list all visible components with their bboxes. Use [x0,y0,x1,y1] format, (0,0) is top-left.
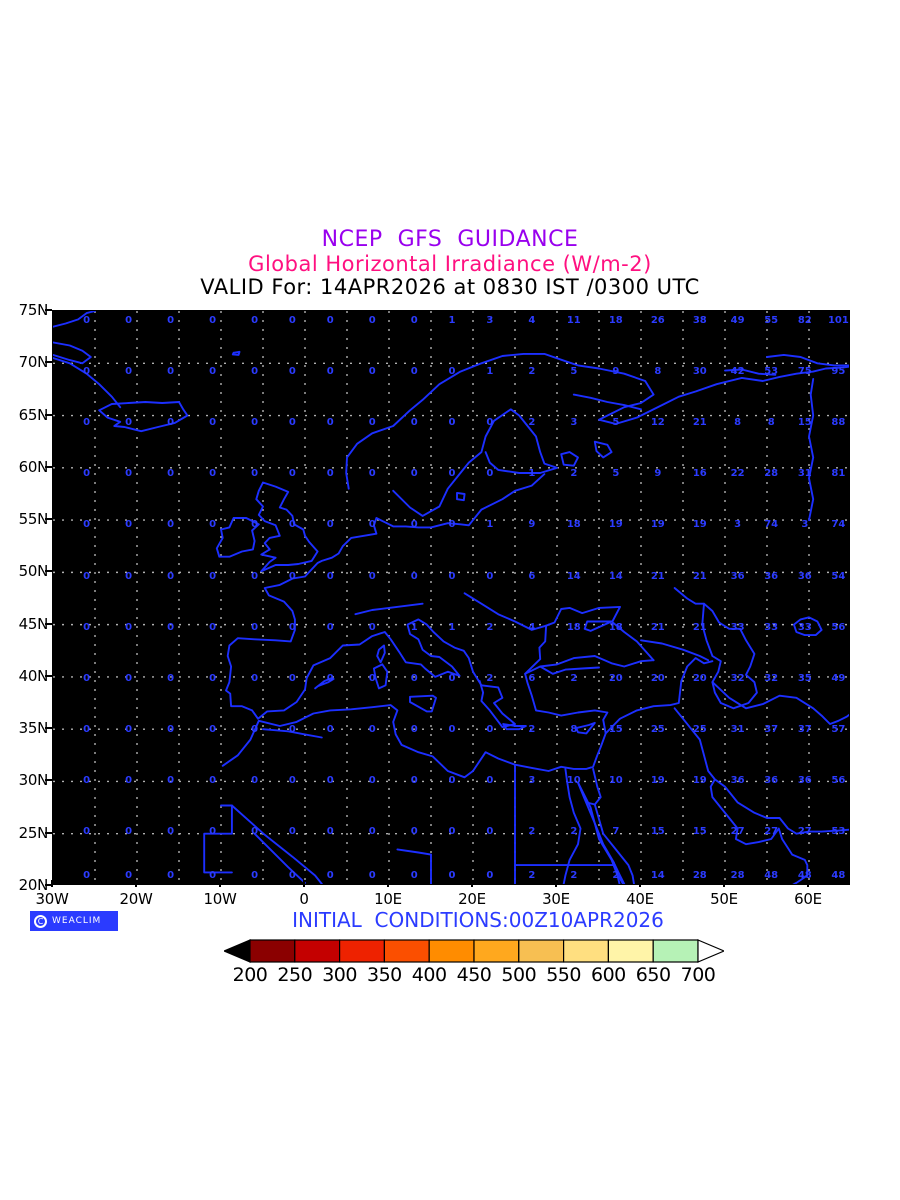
latitude-tick-70N [45,361,52,364]
latitude-tick-45N [45,622,52,625]
latitude-label-50N: 50N [18,562,49,581]
colorbar-tick-labels: 200 250 300 350 400 450 500 550 600 650 700 [224,964,724,990]
longitude-label-0: 0 [299,890,309,908]
longitude-label-10W: 10W [203,890,237,908]
colorbar-tick-350: 350 [367,964,402,986]
latitude-tick-55N [45,518,52,521]
longitude-tick-10W [219,880,221,887]
colorbar-tick-300: 300 [322,964,357,986]
colorbar-tick-450: 450 [456,964,492,986]
colorbar-tick-550: 550 [546,964,581,986]
latitude-axis-ticks [0,309,52,886]
latitude-label-30N: 30N [18,771,49,790]
latitude-tick-30N [45,779,52,782]
longitude-label-30W: 30W [35,890,69,908]
longitude-tick-10E [387,880,389,887]
latitude-tick-40N [45,674,52,677]
longitude-label-10E: 10E [374,890,402,908]
latitude-label-65N: 65N [18,405,49,424]
latitude-label-45N: 45N [18,614,49,633]
latitude-tick-25N [45,831,52,834]
latitude-label-20N: 20N [18,876,49,894]
latitude-label-40N: 40N [18,666,49,685]
longitude-tick-40E [639,880,641,887]
map-plot-area[interactable]: 0 0 0 0 0 0 0 0 0 1 3 4 11 18 26 38 49 55 82 101 0 0 0 0 0 0 0 0 0 0 1… [52,310,850,885]
latitude-label-70N: 70N [18,353,49,372]
longitude-label-20W: 20W [119,890,153,908]
latitude-tick-65N [45,413,52,416]
latitude-tick-20N [45,884,52,886]
colorbar [224,938,724,964]
latitude-label-75N: 75N [18,301,49,319]
weaclim-logo-text: WEACLIM [52,916,102,926]
colorbar-tick-200: 200 [232,964,268,986]
latitude-tick-60N [45,465,52,468]
latitude-tick-50N [45,570,52,573]
longitude-label-40E: 40E [626,890,654,908]
longitude-label-30E: 30E [542,890,570,908]
longitude-tick-30E [555,880,557,887]
title-variable: Global Horizontal Irradiance (W/m-2) [248,251,652,276]
longitude-tick-60E [807,880,809,887]
copyright-icon: C [34,914,47,928]
longitude-tick-0 [303,880,305,887]
title-valid-time: VALID For: 14APR2026 at 0830 IST /0300 U… [200,275,700,300]
colorbar-tick-600: 600 [591,964,626,986]
longitude-label-20E: 20E [458,890,486,908]
colorbar-tick-250: 250 [277,964,313,986]
longitude-tick-20E [471,880,473,887]
latitude-label-25N: 25N [18,823,49,842]
colorbar-tick-700: 700 [680,964,716,986]
latitude-label-35N: 35N [18,719,49,738]
title-guidance: NCEP GFS GUIDANCE [321,227,579,252]
longitude-label-60E: 60E [794,890,822,908]
latitude-tick-35N [45,727,52,730]
longitude-tick-50E [723,880,725,887]
latitude-tick-75N [45,309,52,311]
colorbar-tick-500: 500 [501,964,537,986]
latitude-label-60N: 60N [18,457,49,476]
map-coastlines-and-grid [53,311,849,884]
longitude-label-50E: 50E [710,890,738,908]
colorbar-swatches [224,939,724,963]
longitude-axis-labels: 30W 20W 10W 0 10E 20E 30E 40E 50E 60E [35,880,850,912]
longitude-tick-20W [135,880,137,887]
longitude-tick-30W [51,880,53,887]
weaclim-logo-badge: C WEACLIM [30,911,118,931]
latitude-axis-labels: 75N 70N 65N 60N 55N 50N 45N 40N 35N 30N 25N 20N [0,301,49,894]
initial-conditions-label: INITIAL CONDITIONS:00Z10APR2026 [292,908,664,932]
colorbar-tick-650: 650 [635,964,671,986]
latitude-label-55N: 55N [18,510,49,529]
colorbar-tick-400: 400 [411,964,447,986]
chart-title-block: NCEP GFS GUIDANCE Global Horizontal Irra… [0,227,900,300]
